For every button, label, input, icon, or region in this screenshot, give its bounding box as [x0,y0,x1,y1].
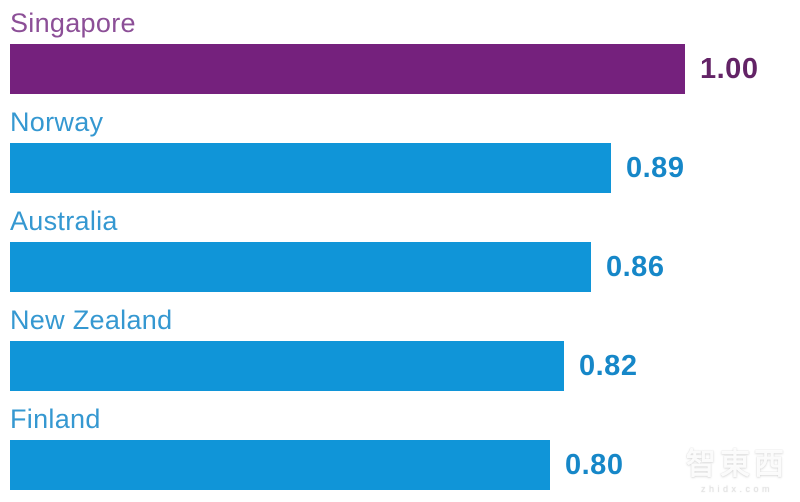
category-label: Norway [10,107,104,137]
value-label: 1.00 [700,52,759,85]
bar-row-finland: Finland 0.80 [10,402,800,490]
bar [10,44,685,94]
bar [10,440,550,490]
category-label: Finland [10,404,101,434]
bar [10,143,611,193]
bar [10,242,591,292]
bar-row-new-zealand: New Zealand 0.82 [10,303,800,391]
value-label: 0.86 [606,250,665,283]
category-label: Australia [10,206,118,236]
category-label: Singapore [10,8,136,38]
bar-row-australia: Australia 0.86 [10,204,800,292]
bar [10,341,564,391]
value-label: 0.80 [565,448,624,481]
bar-row-singapore: Singapore 1.00 [10,6,800,94]
bar-row-norway: Norway 0.89 [10,105,800,193]
value-label: 0.82 [579,349,638,382]
category-label: New Zealand [10,305,173,335]
value-label: 0.89 [626,151,685,184]
